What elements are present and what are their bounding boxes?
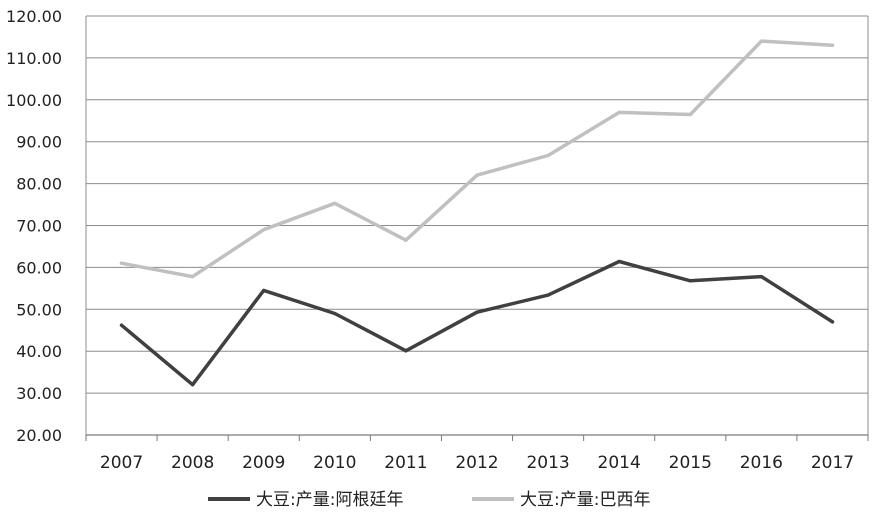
data-point-s0-2007 (119, 323, 124, 327)
series-line-0 (119, 259, 835, 387)
y-tick-label-1: 30.00 (16, 384, 62, 403)
x-axis-tick-labels: 2007 2008 2009 2010 2011 2012 2013 2014 2015 2016… (100, 453, 854, 473)
data-point-s1-2007 (119, 261, 124, 265)
y-tick-label-6: 80.00 (16, 175, 62, 194)
data-point-s1-2017 (830, 43, 835, 47)
x-tick-label-2013: 2013 (526, 453, 569, 473)
data-point-s0-2015 (688, 279, 692, 283)
data-point-s1-2014 (617, 110, 621, 114)
data-point-s0-2010 (333, 311, 337, 316)
data-point-s0-2009 (262, 288, 266, 293)
data-point-s1-2013 (546, 153, 550, 158)
x-tick-label-2017: 2017 (811, 453, 854, 473)
legend-label-1: 大豆:产量:巴西年 (520, 490, 650, 510)
y-tick-label-7: 90.00 (16, 133, 62, 152)
y-axis-tick-labels: 20.00 30.00 40.00 50.00 60.00 70.00 80.00 90.00… (6, 7, 62, 445)
y-tick-label-2: 40.00 (16, 342, 62, 361)
data-point-s1-2012 (475, 173, 479, 177)
grid-lines (86, 15, 868, 394)
data-point-s1-2015 (688, 112, 692, 117)
y-tick-label-10: 120.00 (6, 7, 62, 26)
data-point-s0-2014 (617, 259, 621, 264)
data-point-s1-2016 (759, 39, 763, 43)
x-tick-label-2011: 2011 (384, 453, 427, 473)
x-tick-label-2009: 2009 (242, 453, 285, 473)
y-tick-label-5: 70.00 (16, 217, 62, 236)
legend-label-0: 大豆:产量:阿根廷年 (256, 490, 403, 510)
y-tick-label-8: 100.00 (6, 91, 62, 110)
x-tick-label-2012: 2012 (455, 453, 498, 473)
data-point-s0-2013 (546, 293, 550, 297)
data-point-s1-2010 (333, 201, 337, 205)
y-tick-label-4: 60.00 (16, 258, 62, 277)
x-tick-label-2007: 2007 (100, 453, 143, 473)
data-point-s1-2008 (191, 275, 195, 279)
series-lines (119, 39, 835, 387)
data-point-s0-2012 (475, 310, 479, 314)
data-point-s0-2011 (404, 349, 408, 353)
y-tick-label-9: 110.00 (6, 49, 62, 68)
data-point-s1-2011 (404, 238, 408, 242)
y-tick-label-3: 50.00 (16, 300, 62, 319)
series-line-1 (119, 39, 835, 279)
legend: 大豆:产量:阿根廷年 大豆:产量:巴西年 (208, 490, 650, 510)
data-point-s0-2016 (759, 275, 763, 279)
y-tick-label-0: 20.00 (16, 426, 62, 445)
x-tick-label-2015: 2015 (669, 453, 712, 473)
x-tick-label-2008: 2008 (171, 453, 214, 473)
data-point-s1-2009 (262, 228, 266, 232)
data-point-s0-2008 (191, 383, 195, 387)
x-tick-label-2010: 2010 (313, 453, 356, 473)
data-point-s0-2017 (830, 320, 835, 324)
x-tick-label-2016: 2016 (740, 453, 783, 473)
x-tick-label-2014: 2014 (598, 453, 641, 473)
axes (85, 16, 869, 441)
